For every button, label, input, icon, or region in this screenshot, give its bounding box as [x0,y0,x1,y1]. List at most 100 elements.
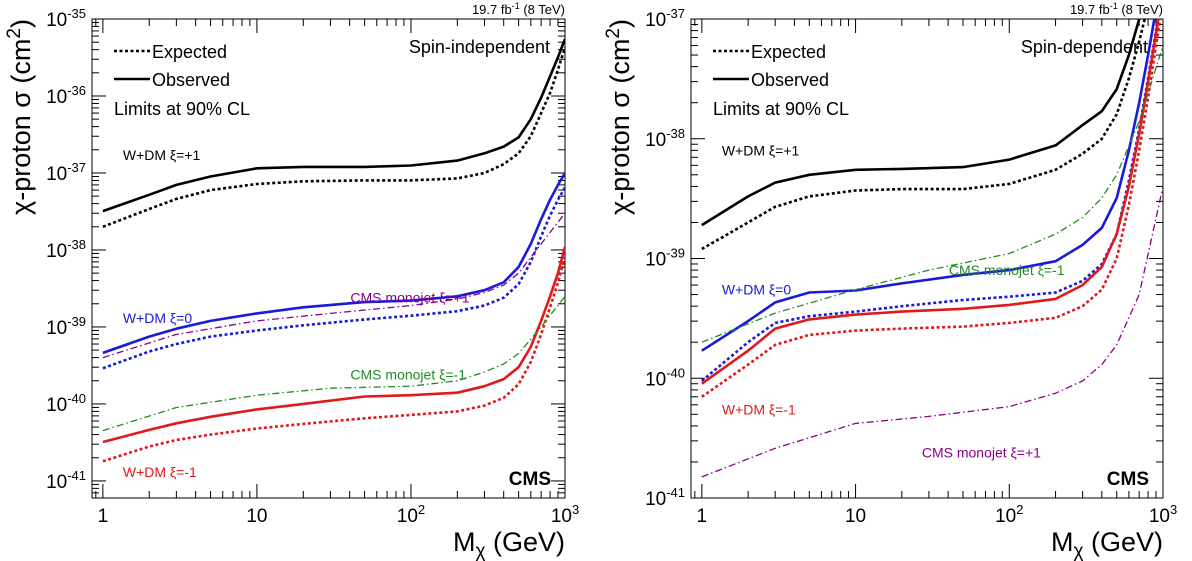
cl-note: Limits at 90% CL [114,99,250,119]
x-axis-ticks [694,19,1164,498]
x-tick-label: 10 [246,506,267,527]
x-tick-label-mantissa: 1 [98,506,109,527]
experiment-label: CMS [1107,469,1149,490]
series-line-solid-2 [701,19,1156,352]
y-tick-label-exponent: -40 [67,391,86,406]
x-axis-title-main: M [453,527,476,557]
y-tick-label-mantissa: 10 [645,10,666,31]
y-axis-ticks [691,18,1163,499]
x-tick-label-mantissa: 10 [1149,506,1170,527]
y-tick-label-exponent: -40 [666,365,685,380]
lumi-base: 19.7 fb [472,2,512,17]
y-axis-title-rest: ) [605,19,635,28]
y-tick-label: 10-41 [645,485,685,510]
lumi-label: 19.7 fb-1 (8 TeV) [1070,1,1163,17]
y-axis-title-main: χ-proton σ (cm [605,39,635,215]
series-line-solid-0 [701,19,1141,227]
panel-title: Spin-dependent [1021,37,1148,57]
legend: Expected Observed [713,42,829,90]
x-tick-label-mantissa: 10 [551,506,572,527]
lumi-sup: -1 [512,1,520,11]
y-tick-label-exponent: -36 [67,83,86,98]
series-group [102,38,565,463]
y-tick-label-mantissa: 10 [645,250,666,271]
lumi-base: 19.7 fb [1070,2,1110,17]
series-line-solid-2 [102,172,565,355]
y-axis-title-rest: ) [6,19,36,28]
x-tick-label: 103 [551,502,579,527]
x-tick-label-mantissa: 10 [995,506,1016,527]
x-tick-label-exponent: 3 [1170,502,1177,517]
series-label: W+DM ξ=-1 [123,464,197,480]
x-axis-ticks [95,19,566,498]
y-tick-label-mantissa: 10 [46,395,67,416]
y-axis-title: χ-proton σ (cm2) [603,19,635,215]
x-tick-label: 1 [98,506,109,527]
y-tick-label: 10-37 [46,160,86,185]
series-line-dotted-3 [102,186,565,370]
series-label: W+DM ξ=0 [722,282,791,298]
y-axis-title-main: χ-proton σ (cm [6,39,36,215]
x-tick-label: 103 [1149,502,1177,527]
legend-label-observed: Observed [751,70,829,90]
y-tick-label-exponent: -37 [67,160,86,175]
y-tick-label-mantissa: 10 [46,10,67,31]
panel-title: Spin-independent [409,37,550,57]
series-line-solid-4 [701,19,1160,385]
legend-label-expected: Expected [751,42,826,62]
y-tick-label-exponent: -38 [666,126,685,141]
series-label: W+DM ξ=+1 [722,142,800,158]
lumi-rest: (8 TeV) [1118,2,1163,17]
x-tick-label-mantissa: 10 [397,506,418,527]
y-tick-label-exponent: -39 [67,314,86,329]
y-tick-label-mantissa: 10 [46,472,67,493]
y-tick-label-mantissa: 10 [645,130,666,151]
series-label: W+DM ξ=+1 [123,147,201,163]
x-tick-label-mantissa: 1 [697,506,708,527]
series-label: CMS monojet ξ=-1 [949,262,1065,278]
y-tick-label: 10-40 [46,391,86,416]
y-tick-label-mantissa: 10 [645,369,666,390]
x-tick-label: 102 [995,502,1023,527]
x-axis-title: Mχ (GeV) [453,527,565,561]
series-label: W+DM ξ=0 [123,310,192,326]
series-line-dashdot-6 [701,45,1163,343]
chart-spin-independent: 1 10 102 10310-4110-4010-3910-3810-3710-361… [4,1,579,561]
x-axis-title: Mχ (GeV) [1051,527,1163,561]
cl-note: Limits at 90% CL [713,99,849,119]
legend-label-expected: Expected [152,42,227,62]
y-tick-label: 10-40 [645,365,685,390]
x-tick-label-mantissa: 10 [845,506,866,527]
x-axis-title-sub: χ [1074,541,1084,561]
experiment-label: CMS [509,469,551,490]
x-tick-label-exponent: 2 [418,502,425,517]
x-tick-label-exponent: 3 [572,502,579,517]
x-tick-label-exponent: 2 [1016,502,1023,517]
y-tick-label: 10-39 [645,246,685,271]
series-line-solid-0 [102,38,565,213]
y-tick-label-mantissa: 10 [46,241,67,262]
lumi-rest: (8 TeV) [520,2,565,17]
legend-label-observed: Observed [152,70,230,90]
y-tick-label-mantissa: 10 [46,164,67,185]
y-tick-label-mantissa: 10 [46,318,67,339]
y-tick-label: 10-41 [46,468,86,493]
y-axis-title: χ-proton σ (cm2) [4,19,36,215]
y-tick-label: 10-38 [46,237,86,262]
x-tick-label-mantissa: 10 [246,506,267,527]
lumi-label: 19.7 fb-1 (8 TeV) [472,1,565,17]
series-label: CMS monojet ξ=+1 [922,444,1041,460]
legend: Expected Observed [114,42,230,90]
series-line-solid-4 [102,246,565,444]
x-axis-title-main: M [1051,527,1074,557]
y-tick-label-exponent: -37 [666,6,685,21]
y-axis-ticks [92,18,565,499]
series-group [700,19,1163,478]
y-tick-label: 10-37 [645,6,685,31]
series-line-dashdot-7 [701,186,1163,478]
y-axis-title-sup: 2 [4,28,25,39]
series-label: CMS monojet ξ=+1 [350,290,469,306]
x-tick-label: 10 [845,506,866,527]
y-tick-label: 10-39 [46,314,86,339]
